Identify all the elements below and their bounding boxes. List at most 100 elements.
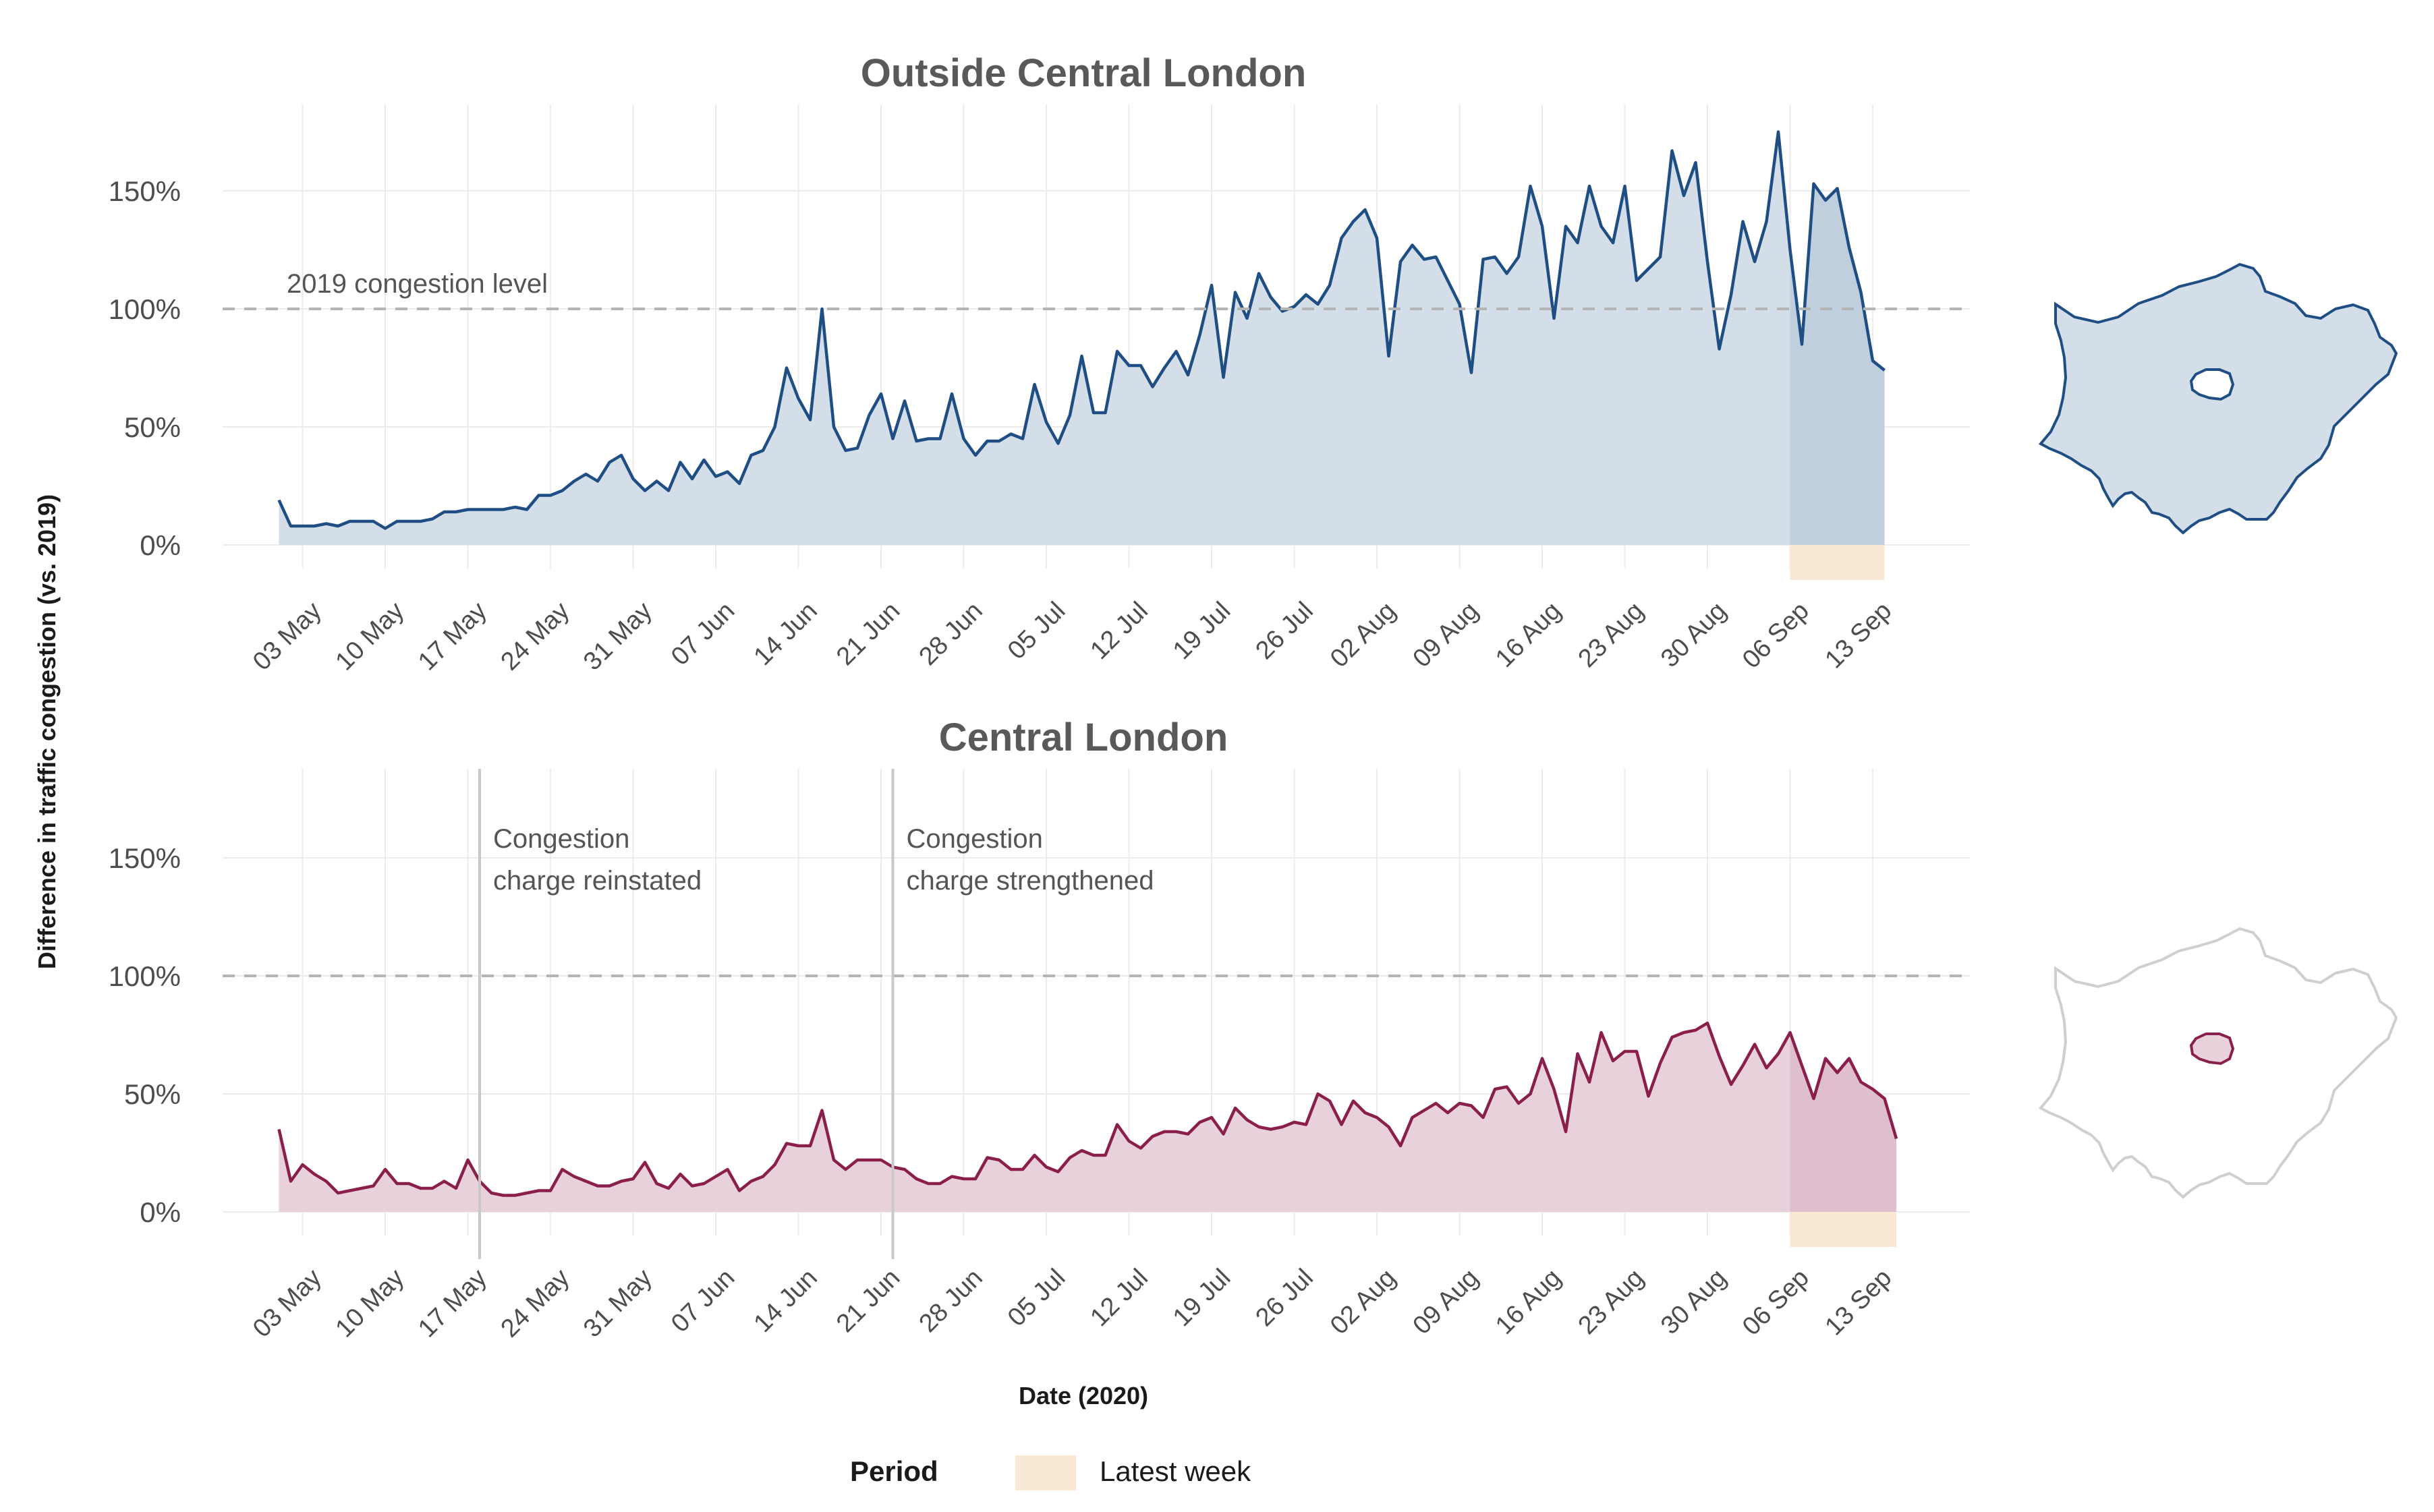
data-point [502,508,505,511]
data-point [691,1185,694,1188]
data-point [549,1190,552,1192]
central-london-outline [2189,1033,2235,1066]
data-point [1257,1126,1260,1128]
data-point [1600,1031,1603,1034]
x-axis-label: Date (2020) [1019,1382,1148,1409]
data-point [467,1159,470,1161]
data-point [832,426,835,428]
data-point [1494,1088,1496,1091]
data-point [573,1175,575,1178]
x-tick-label: 07 Jun [666,597,740,671]
data-point [1222,376,1225,379]
data-point [1470,1105,1473,1107]
data-point [1293,306,1296,308]
data-point [1116,350,1119,353]
y-tick-labels: 0% 50% 100% 150% [109,175,181,561]
y-tick-label: 0% [140,1196,181,1228]
data-point [278,499,281,502]
data-point [538,1190,540,1192]
data-point [821,1109,824,1112]
x-tick-label: 16 Aug [1490,1264,1566,1340]
data-point [443,1180,446,1183]
data-point [951,1175,953,1178]
data-point [1459,1102,1461,1105]
data-point [1328,284,1331,287]
data-point [1411,244,1414,247]
data-point [1388,1126,1390,1128]
data-point [1517,256,1520,258]
data-point [1446,279,1449,282]
data-point [1848,246,1850,249]
data-point [809,1144,812,1147]
data-point [774,426,776,428]
data-point [1529,185,1532,187]
data-point [1836,1072,1839,1074]
data-point [1777,1053,1780,1055]
data-point [1281,310,1284,313]
data-point [1860,291,1863,294]
x-tick-label: 21 Jun [831,597,905,671]
data-point [1506,1086,1508,1088]
x-tick-label: 10 May [331,1264,410,1343]
x-tick-label: 05 Jul [1002,597,1071,665]
data-point [750,454,753,457]
x-tick-label: 14 Jun [748,597,822,671]
data-point [313,1173,316,1175]
data-point [1139,364,1142,367]
data-point [1494,256,1496,258]
data-point [526,1192,528,1194]
data-point [1482,1116,1485,1119]
data-point [1399,1144,1402,1147]
data-point [821,308,824,310]
data-point [313,525,316,527]
series-area [277,130,1886,545]
data-point [1081,1149,1083,1152]
data-point [974,454,977,457]
data-point [1199,1121,1201,1124]
data-point [927,1182,930,1185]
data-point [1706,1022,1709,1024]
data-point [868,1159,871,1161]
data-point [856,447,859,450]
data-point [372,1185,375,1188]
latest-week-band [1790,1212,1896,1247]
y-tick-label: 150% [109,175,181,207]
x-tick-label: 19 Jul [1168,597,1236,665]
panel-title-central: Central London [939,716,1228,759]
data-point [632,1177,635,1180]
data-point [467,508,470,511]
data-point [832,1159,835,1161]
data-point [1824,199,1827,202]
data-point [478,508,481,511]
y-tick-label: 100% [109,960,181,992]
data-point [785,1142,788,1145]
data-point [1753,260,1756,263]
data-point [774,1163,776,1166]
x-tick-label: 24 May [496,597,575,676]
data-point [845,449,847,452]
x-tick-label: 06 Sep [1737,1264,1815,1341]
data-point [880,1159,882,1161]
data-point [585,1180,588,1183]
data-point [1152,1135,1154,1138]
panel-outside-central-london: Outside Central London 2019 congestion l… [109,51,1970,676]
data-point [939,438,942,440]
data-point [1317,303,1320,306]
data-point [797,397,800,400]
data-point [1104,411,1107,414]
data-point [1730,293,1732,296]
data-point [868,414,871,417]
event-markers: Congestion charge reinstated Congestion cha… [478,769,1154,1259]
y-tick-labels: 0% 50% 100% 150% [109,842,181,1228]
data-point [1718,348,1721,351]
data-point [1553,317,1556,320]
data-point [478,1180,481,1183]
data-point [1871,359,1874,362]
data-point [278,1128,281,1131]
panel-title-outside: Outside Central London [861,51,1307,95]
data-point [1577,1053,1579,1055]
data-point [986,440,989,442]
series-area [277,1021,1898,1212]
data-point [1257,272,1260,275]
data-point [679,461,682,464]
